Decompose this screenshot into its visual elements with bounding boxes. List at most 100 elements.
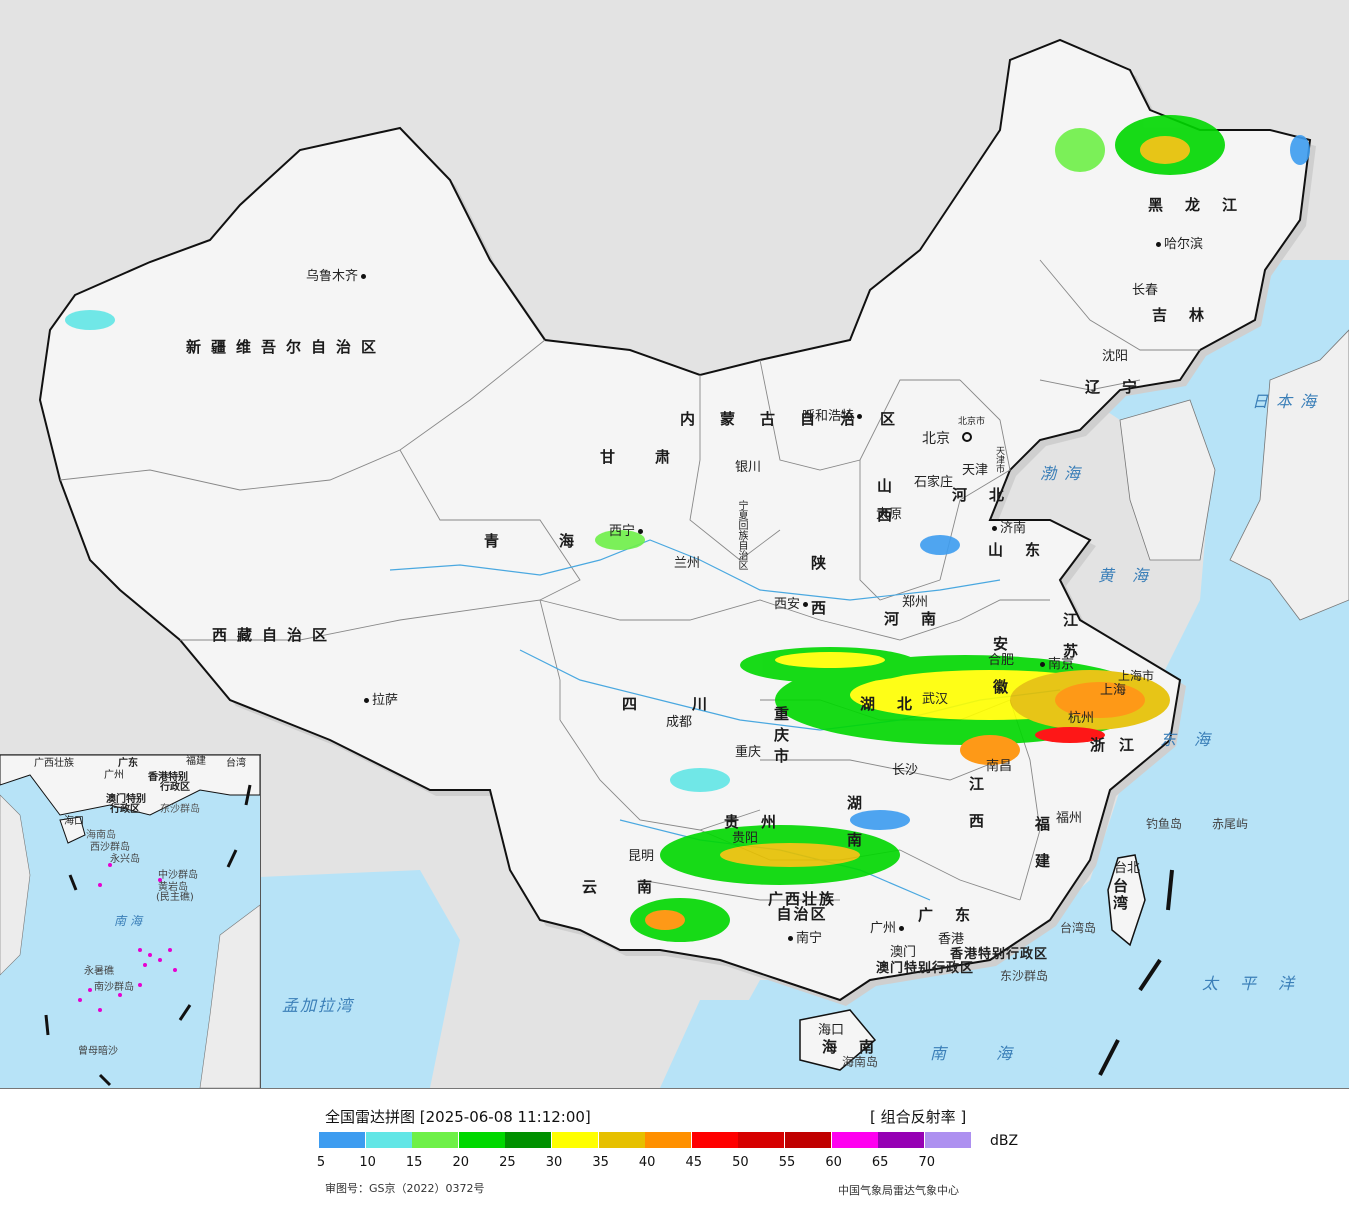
city-label: 长沙 <box>892 763 919 778</box>
city-label: 广州 <box>870 922 904 935</box>
inset-reefs <box>78 863 177 1012</box>
city-label: 杭州 <box>1068 711 1095 726</box>
inset-label: 香港特别 <box>148 772 188 783</box>
province-label: 河南 <box>884 610 959 628</box>
island-label: 台湾岛 <box>1060 921 1097 935</box>
inset-label: 海南岛 <box>86 830 116 841</box>
island-label: 东沙群岛 <box>1000 969 1049 983</box>
inset-label: 中沙群岛 <box>158 870 198 881</box>
province-label: 黑龙江 <box>1148 196 1260 214</box>
inset-label: 西沙群岛 <box>90 842 130 853</box>
province-label: 海南 <box>822 1038 897 1056</box>
inset-label: 海口 <box>64 816 84 827</box>
inset-label: 永兴岛 <box>110 854 140 865</box>
south-china-sea-inset: 广西壮族 广东 福建 台湾 广州 香港特别 行政区 澳门特别 行政区 东沙群岛 … <box>0 754 261 1088</box>
color-swatch <box>551 1132 598 1148</box>
province-label: 宁夏回族自治区 <box>736 500 747 570</box>
city-label: 香港 <box>938 932 965 947</box>
inset-east-land <box>199 904 260 1088</box>
inset-hainan <box>59 816 86 844</box>
inset-dashes <box>44 784 252 1087</box>
inset-label: 广西壮族 <box>34 758 74 769</box>
province-label: 四川 <box>622 695 763 713</box>
city-label: 福州 <box>1056 811 1083 826</box>
scale-tick-label: 60 <box>825 1155 842 1170</box>
sea-label: 太平洋 <box>1202 974 1317 993</box>
inset-sea-label: 南海 <box>114 914 147 928</box>
city-label: 南宁 <box>788 932 822 945</box>
city-label: 武汉 <box>922 692 949 707</box>
color-scale <box>319 1132 971 1148</box>
province-label: 湖北 <box>860 695 935 713</box>
city-label: 长春 <box>1132 283 1159 298</box>
city-label: 郑州 <box>902 595 929 610</box>
city-label: 南昌 <box>986 759 1013 774</box>
city-label: 成都 <box>666 715 693 730</box>
scale-tick-label: 35 <box>592 1155 609 1170</box>
city-label: 合肥 <box>988 653 1015 668</box>
east-sea-area <box>700 260 1349 1088</box>
province-label: 河北 <box>952 486 1027 504</box>
inset-label: 行政区 <box>110 804 140 815</box>
inset-label: 黄岩岛 <box>158 882 188 893</box>
inset-label: 曾母暗沙 <box>78 1046 118 1057</box>
scale-tick-label: 20 <box>452 1155 470 1170</box>
city-label: 天津 <box>962 463 989 478</box>
inset-label: 东沙群岛 <box>160 804 200 815</box>
radar-map: 新疆维吾尔自治区 西藏自治区 青海 甘肃 四川 云南 内蒙古自治区 黑龙江 吉林… <box>0 0 1349 1089</box>
city-label: 澳门 <box>890 945 917 960</box>
province-label: 安徽 <box>991 636 1009 722</box>
color-swatch <box>645 1132 692 1148</box>
province-label: 山东 <box>988 541 1063 559</box>
hainan-island <box>799 1009 877 1071</box>
scale-tick-label: 45 <box>685 1155 703 1170</box>
city-label: 兰州 <box>674 556 701 571</box>
city-label: 济南 <box>992 522 1026 535</box>
inset-label: 行政区 <box>160 782 190 793</box>
province-label: 陕西 <box>809 555 827 645</box>
island-label: 钓鱼岛 <box>1146 817 1183 831</box>
province-label: 江西 <box>967 776 985 850</box>
color-swatch <box>924 1132 971 1148</box>
province-label: 贵州 <box>724 813 799 831</box>
scale-tick-label: 40 <box>638 1155 656 1170</box>
scale-tick-label: 50 <box>732 1155 749 1170</box>
province-label: 云南 <box>582 878 693 896</box>
inset-label: 南沙群岛 <box>94 982 134 993</box>
scale-tick-label: 10 <box>359 1155 376 1170</box>
province-label: 辽宁 <box>1085 378 1160 396</box>
sea-label: 日本海 <box>1252 392 1325 411</box>
sea-label: 黄海 <box>1098 566 1167 585</box>
province-label: 湖南 <box>845 795 863 869</box>
scale-tick-label: 5 <box>316 1155 326 1170</box>
province-label: 浙江 <box>1090 736 1149 754</box>
province-label: 澳门特别行政区 <box>876 961 975 976</box>
province-label: 青海 <box>484 532 635 550</box>
legend-panel: 全国雷达拼图 [2025-06-08 11:12:00] [ 组合反射率 ] d… <box>0 1089 1349 1208</box>
city-label: 拉萨 <box>364 694 398 707</box>
city-label: 西宁 <box>609 525 643 538</box>
city-label: 重庆 <box>735 745 762 760</box>
radar-echoes <box>65 115 1310 942</box>
province-label: 台湾 <box>1111 878 1129 912</box>
scale-tick-label: 15 <box>405 1155 423 1170</box>
city-label: 呼和浩特 <box>802 410 862 423</box>
sea-label: 渤海 <box>1040 464 1089 483</box>
color-swatch <box>878 1132 925 1148</box>
province-label: 新疆维吾尔自治区 <box>186 338 387 356</box>
sea-label: 孟加拉湾 <box>282 996 355 1015</box>
data-credit: 中国气象局雷达气象中心 <box>838 1184 959 1197</box>
province-borders <box>59 259 1200 901</box>
city-label: 南京 <box>1040 658 1074 671</box>
province-label: 吉林 <box>1152 306 1227 324</box>
city-label: 西安 <box>774 598 808 611</box>
color-swatch <box>784 1132 831 1148</box>
map-approval-number: 审图号：GS京（2022）0372号 <box>325 1182 485 1195</box>
boundary-dashes <box>1098 869 1174 1076</box>
inset-west-land <box>0 794 31 976</box>
island-label: 海南岛 <box>842 1055 879 1069</box>
sea-label: 东海 <box>1160 730 1229 749</box>
province-label: 重庆市 <box>772 706 790 769</box>
color-swatch <box>831 1132 878 1148</box>
city-label: 北京 <box>922 431 950 447</box>
